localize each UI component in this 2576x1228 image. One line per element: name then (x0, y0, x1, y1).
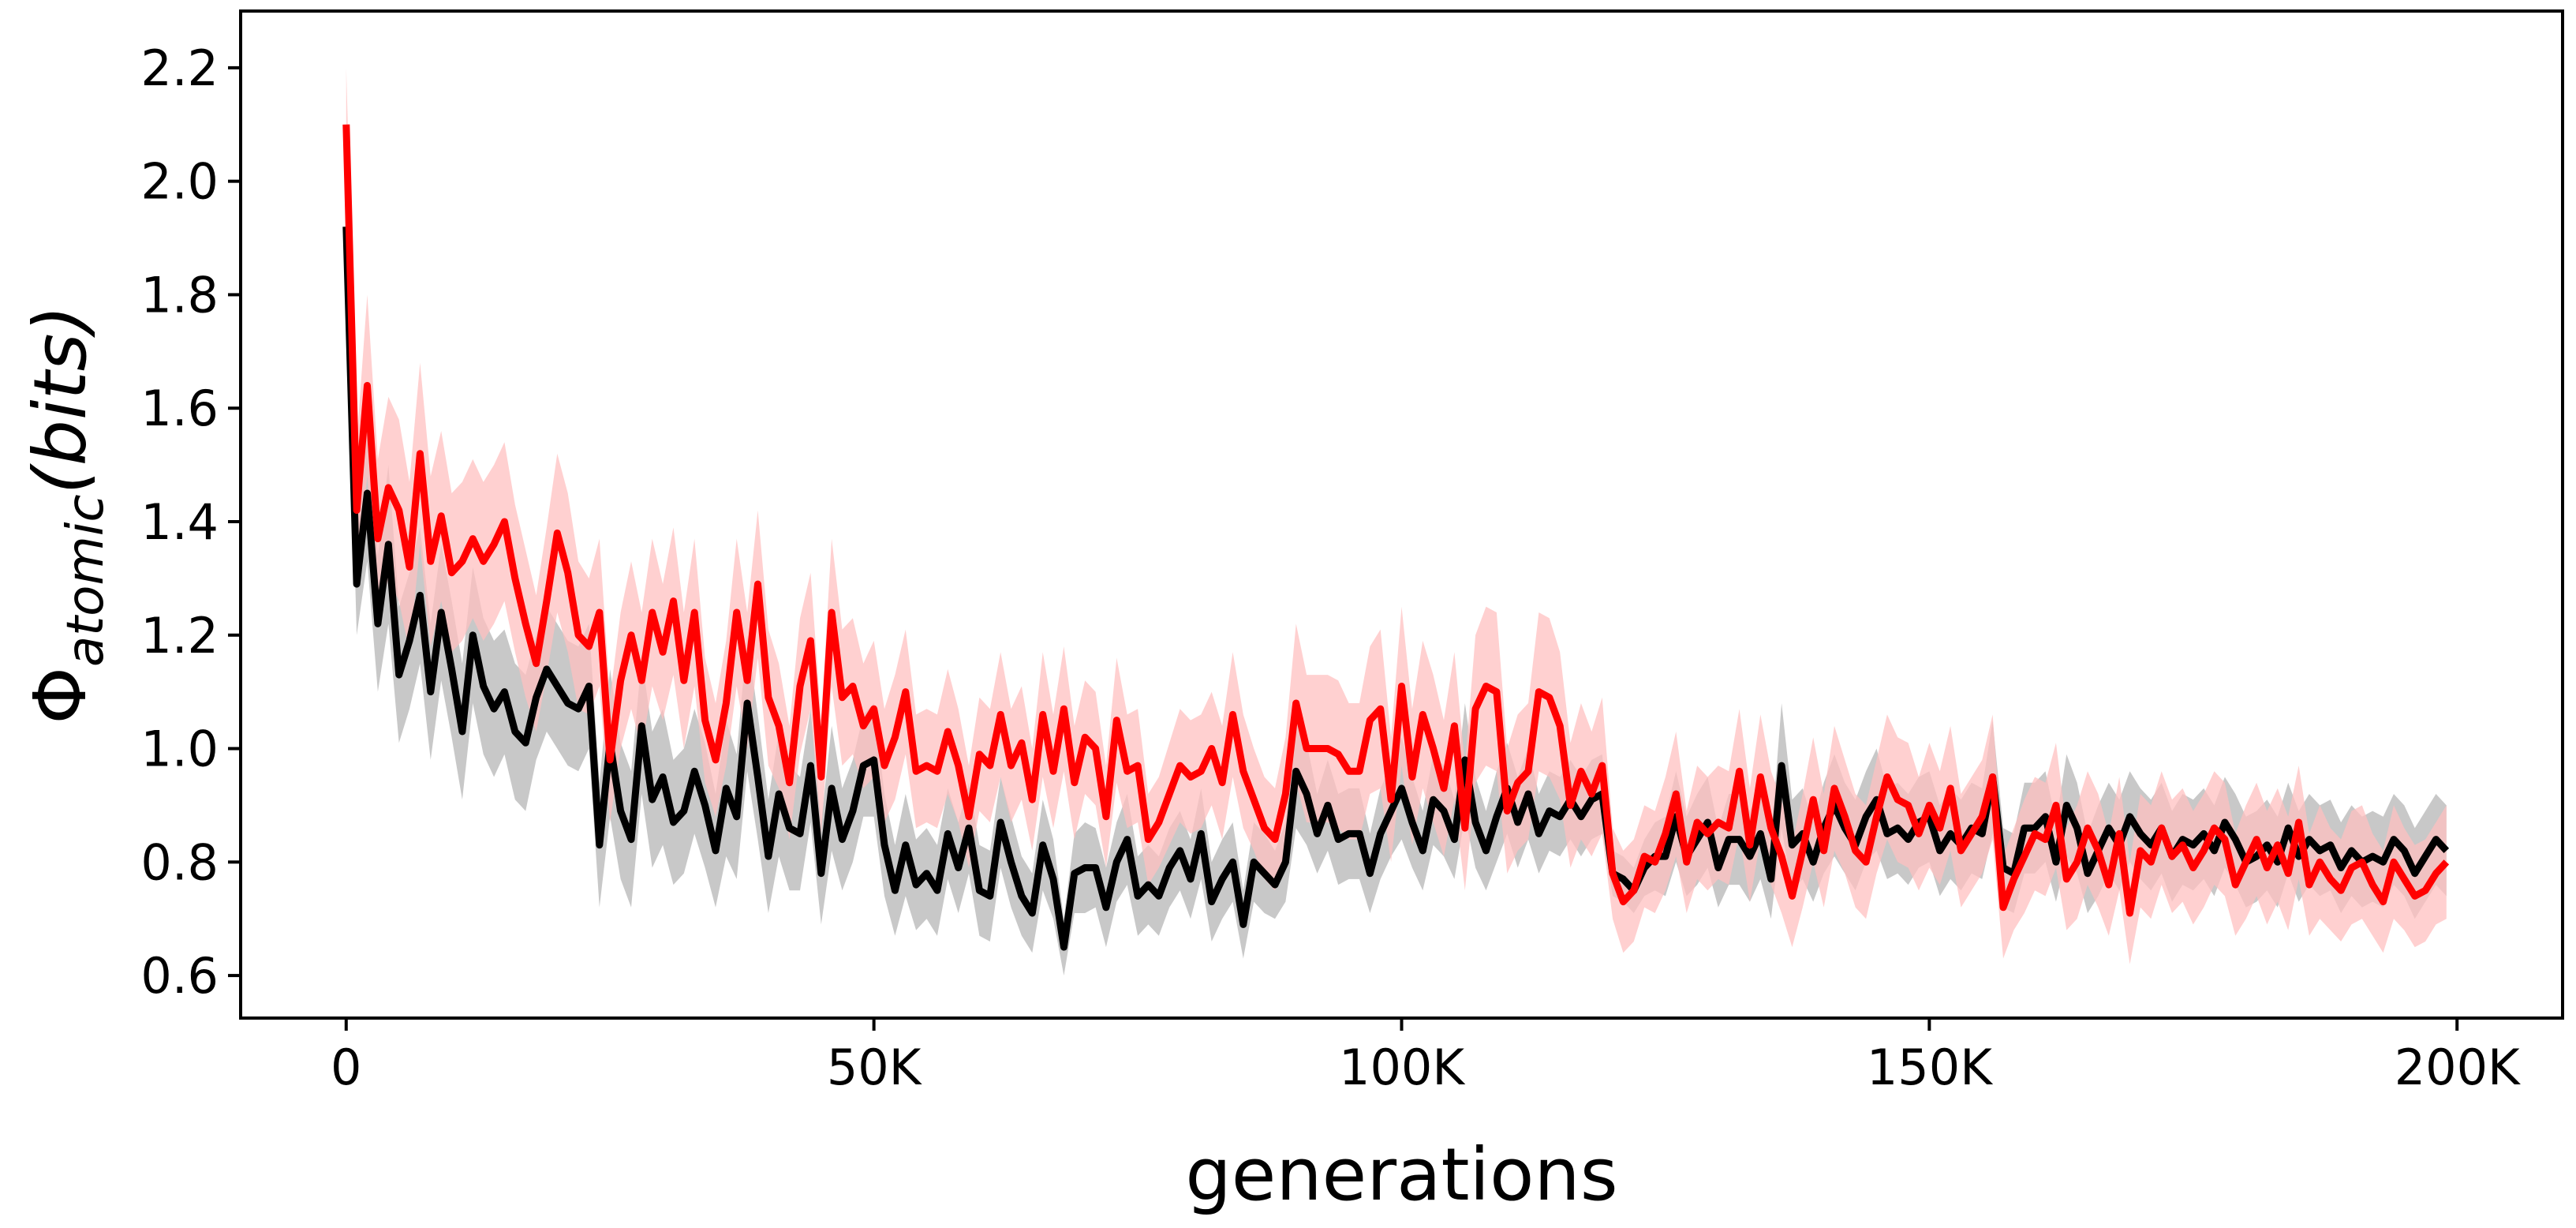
y-tick-label: 2.0 (140, 153, 219, 211)
y-tick-label: 1.0 (140, 721, 219, 778)
x-axis: 0 50K 100K 150K 200K (331, 1018, 2521, 1096)
red-series-line (342, 124, 2450, 917)
x-tick-label: 150K (1867, 1039, 1993, 1096)
y-axis-symbol: Φ (18, 667, 103, 724)
plot-area (342, 67, 2450, 976)
y-tick-label: 0.6 (140, 947, 219, 1005)
x-tick-label: 50K (827, 1039, 922, 1096)
x-tick-label: 100K (1339, 1039, 1465, 1096)
x-tick-label: 0 (331, 1039, 361, 1096)
red-confidence-band (346, 67, 2447, 964)
y-tick-label: 0.8 (140, 833, 219, 891)
x-axis-title: generations (1185, 1133, 1617, 1217)
y-axis-title: Φatomic(bits) (18, 305, 115, 724)
y-tick-label: 1.2 (140, 607, 219, 665)
y-axis-subscript: atomic (57, 494, 115, 667)
y-axis-units: (bits) (18, 305, 103, 495)
y-tick-label: 1.8 (140, 266, 219, 324)
y-tick-label: 1.6 (140, 380, 219, 437)
series-group (342, 67, 2450, 976)
y-tick-label: 2.2 (140, 39, 219, 97)
x-tick-label: 200K (2395, 1039, 2521, 1096)
y-axis: 0.6 0.8 1.0 1.2 1.4 1.6 1.8 2.0 2.2 (140, 39, 241, 1005)
y-tick-label: 1.4 (140, 493, 219, 551)
